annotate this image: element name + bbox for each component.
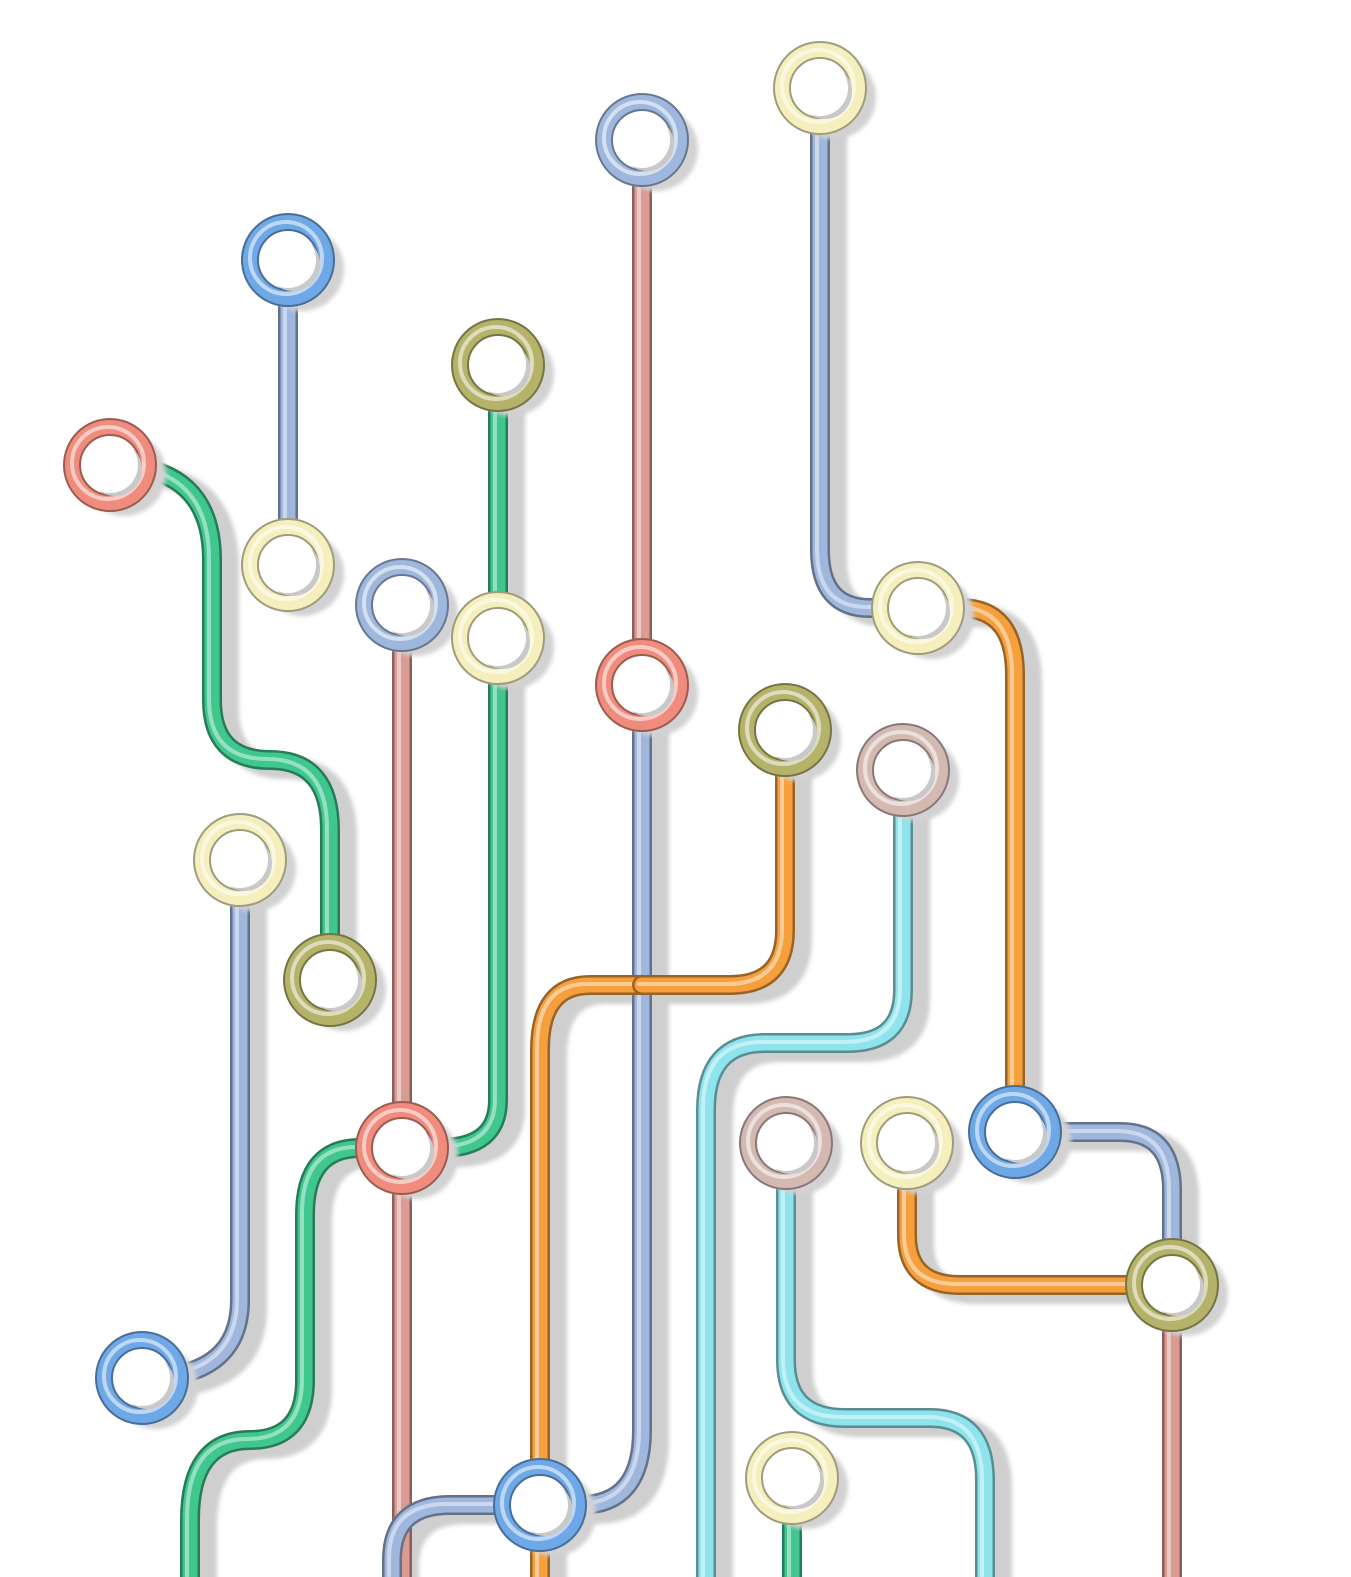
blue-line-b [132,850,250,1388]
bright-blue-station-3 [95,1331,198,1429]
olive-station-4 [1125,1238,1228,1336]
cream-station-6 [860,1096,963,1194]
cream-station-5 [193,813,296,911]
orange-line-b [632,720,795,995]
bright-blue-station-2 [968,1085,1071,1183]
stations [63,41,1228,1556]
blue-line-c-shadow [545,682,669,1524]
pink-line-b [632,130,652,695]
pink-line-a [392,595,412,1577]
green-line-b [180,355,508,1577]
bright-blue-station-1 [241,213,344,311]
cream-station-4 [871,561,974,659]
salmon-station-1 [63,418,166,516]
olive-station-2 [738,683,841,781]
bright-blue-station-4 [493,1458,596,1556]
blue-line-d [382,1495,550,1577]
pink-line-c [1162,1275,1182,1577]
blue-line-f-shadow [825,85,945,627]
blue-station-1 [355,558,458,656]
blue-line-e [1005,1122,1182,1295]
salmon-station-3 [355,1101,458,1199]
salmon-station-2 [595,638,698,736]
taupe-station-2 [739,1096,842,1194]
blue-line-a [278,250,298,575]
cream-station-3 [773,41,876,139]
cream-station-1 [241,518,344,616]
taupe-station-1 [856,723,959,821]
cyan-line-b [776,1133,995,1577]
cream-station-2 [451,591,554,689]
green-line-a [100,455,340,990]
orange-line-d [897,1133,1182,1295]
orange-line-a [530,975,652,1577]
green-line-b-shadow [195,362,525,1577]
blue-line-f [810,78,928,618]
cream-station-7 [745,1431,848,1529]
blue-station-2 [595,93,698,191]
olive-station-3 [283,933,386,1031]
olive-station-1 [451,318,554,416]
cyan-line-a [696,760,913,1577]
